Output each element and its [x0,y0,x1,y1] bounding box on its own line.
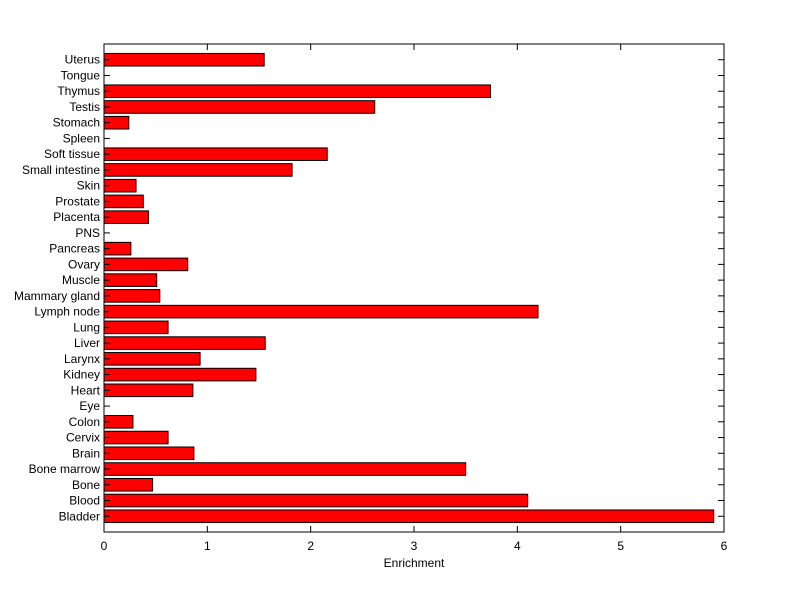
y-tick-label-bladder: Bladder [59,509,100,523]
y-tick-label-testis: Testis [69,100,100,114]
y-tick-label-eye: Eye [79,399,100,413]
x-tick-label-1: 1 [204,539,211,553]
y-tick-label-cervix: Cervix [66,431,100,445]
y-tick-label-colon: Colon [69,415,100,429]
y-tick-label-ovary: Ovary [68,257,100,271]
bar-blood [103,493,529,508]
bar-mammary-gland [103,289,161,303]
y-tick-label-small-intestine: Small intestine [22,163,100,177]
plot-area [103,43,725,533]
bar-heart [103,383,194,398]
y-tick-label-lung: Lung [73,320,100,334]
bar-placenta [103,210,149,224]
x-tick-label-6: 6 [721,539,728,553]
y-tick-label-thymus: Thymus [57,84,100,98]
bar-brain [103,446,195,461]
x-axis-title: Enrichment [384,556,445,570]
y-tick-label-spleen: Spleen [63,131,100,145]
bar-kidney [103,367,257,382]
x-tick-label-4: 4 [514,539,521,553]
x-tick-label-0: 0 [101,539,108,553]
x-tick-label-2: 2 [307,539,314,553]
y-tick-label-muscle: Muscle [62,273,100,287]
y-tick-label-kidney: Kidney [63,368,100,382]
bar-testis [103,100,376,114]
bar-bladder [103,509,715,524]
y-tick-label-bone-marrow: Bone marrow [29,462,101,476]
bar-bone [103,477,154,492]
y-tick-label-uterus: Uterus [65,53,100,67]
y-tick-label-tongue: Tongue [61,68,101,82]
y-tick-label-larynx: Larynx [64,352,100,366]
bar-lung [103,320,169,335]
bar-cervix [103,430,169,445]
y-tick-label-placenta: Placenta [53,210,100,224]
y-tick-label-prostate: Prostate [55,194,100,208]
bar-small-intestine [103,163,293,177]
bar-uterus [103,52,265,67]
bar-soft-tissue [103,147,328,161]
y-tick-label-stomach: Stomach [53,116,100,130]
y-tick-label-heart: Heart [71,383,101,397]
x-tick-label-5: 5 [617,539,624,553]
y-tick-label-bone: Bone [72,478,100,492]
y-tick-label-soft-tissue: Soft tissue [44,147,100,161]
y-tick-label-pns: PNS [75,226,100,240]
y-tick-label-lymph-node: Lymph node [34,305,100,319]
y-tick-label-blood: Blood [69,494,100,508]
bar-larynx [103,352,201,366]
y-tick-label-pancreas: Pancreas [49,242,100,256]
bar-muscle [103,273,158,287]
y-tick-label-skin: Skin [77,179,100,193]
y-tick-label-mammary-gland: Mammary gland [14,289,100,303]
y-tick-label-brain: Brain [72,446,100,460]
bar-bone-marrow [103,462,467,476]
bar-lymph-node [103,304,539,319]
bar-ovary [103,257,189,272]
y-tick-label-liver: Liver [74,336,100,350]
bar-liver [103,336,266,350]
bar-thymus [103,84,491,99]
x-tick-label-3: 3 [411,539,418,553]
